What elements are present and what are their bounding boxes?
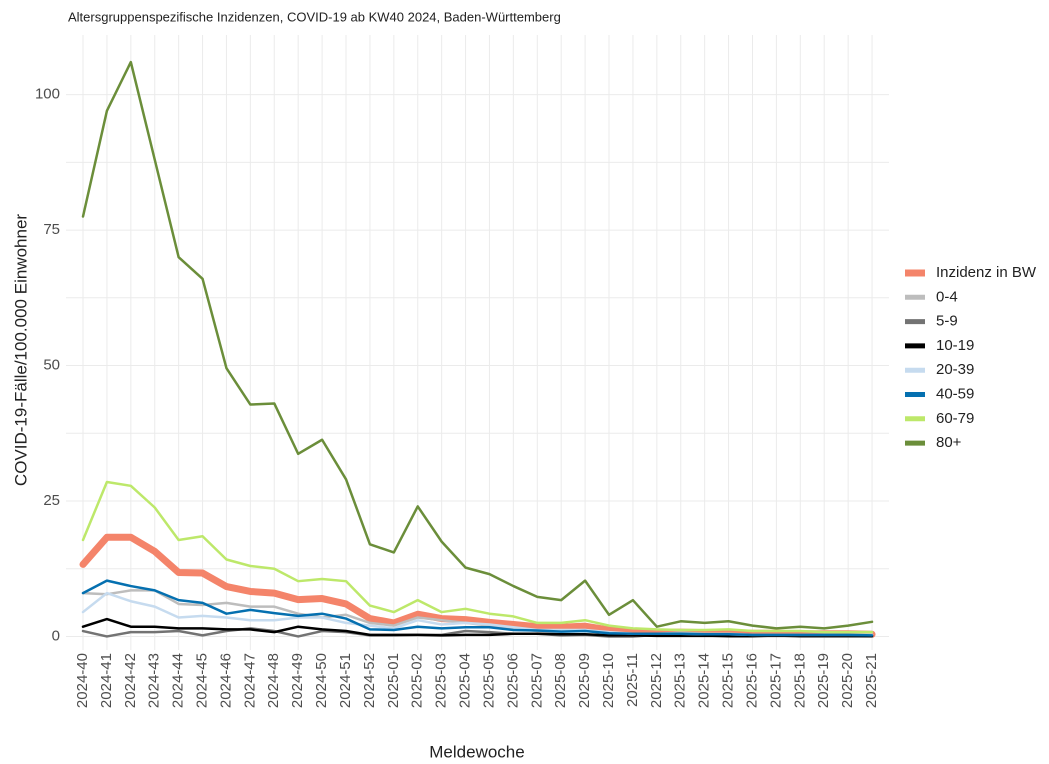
x-tick-label: 2024-52 [361,653,378,708]
x-tick-label: 2025-04 [457,653,474,708]
legend-label: 10-19 [936,337,974,354]
legend: Inzidenz in BW 0-4 5-9 10-19 20-39 40-59 60-79… [905,264,1037,451]
series-line [81,60,874,630]
x-tick-label: 2025-09 [576,653,593,708]
legend-label: 60-79 [936,410,974,427]
x-tick-label: 2025-14 [696,653,713,708]
legend-label: 80+ [936,434,962,451]
x-tick-label: 2025-01 [385,653,402,708]
x-tick-label: 2025-02 [409,653,426,708]
x-tick-label: 2025-12 [648,653,665,708]
x-tick-label: 2024-42 [122,653,139,708]
x-tick-label: 2025-07 [528,653,545,708]
x-tick-label: 2025-08 [552,653,569,708]
lines [79,60,876,638]
y-axis-title: COVID-19-Fälle/100.000 Einwohner [11,214,30,486]
x-tick-label: 2025-20 [839,653,856,708]
x-tick-label: 2024-41 [98,653,115,708]
x-tick-label: 2025-05 [480,653,497,708]
series-line [81,480,874,634]
x-tick-label: 2025-17 [767,653,784,708]
legend-label: 40-59 [936,385,974,402]
legend-label: 20-39 [936,361,974,378]
x-tick-label: 2024-47 [241,653,258,708]
series-line [81,579,874,637]
x-tick-label: 2025-15 [720,653,737,708]
x-tick-label: 2024-51 [337,653,354,708]
x-tick-label: 2025-19 [815,653,832,708]
x-tick-label: 2025-11 [624,653,641,707]
x-tick-label: 2024-43 [146,653,163,708]
grid [66,35,889,650]
x-tick-label: 2025-03 [433,653,450,708]
x-axis-title: Meldewoche [429,742,524,761]
series-line [79,533,876,638]
x-tick-label: 2025-16 [743,653,760,708]
y-tick-label: 50 [43,356,60,373]
x-tick-label: 2024-46 [217,653,234,708]
legend-label: Inzidenz in BW [936,264,1037,281]
y-tick-label: 75 [43,221,60,238]
y-tick-label: 0 [52,627,60,644]
x-tick-label: 2025-10 [600,653,617,708]
y-tick-label: 25 [43,492,60,509]
legend-label: 0-4 [936,288,958,305]
x-tick-label: 2024-48 [265,653,282,708]
x-tick-label: 2025-21 [863,653,880,708]
x-tick-label: 2025-06 [504,653,521,708]
series-line [81,617,874,638]
x-tick-label: 2024-50 [313,653,330,708]
x-tick-label: 2025-13 [672,653,689,708]
x-tick-label: 2024-49 [289,653,306,708]
y-tick-label: 100 [35,86,60,103]
chart-title: Altersgruppenspezifische Inzidenzen, COV… [68,9,561,24]
x-tick-label: 2024-40 [74,653,91,708]
x-tick-label: 2025-18 [791,653,808,708]
x-tick-label: 2024-44 [170,653,187,708]
legend-label: 5-9 [936,313,958,330]
x-tick-label: 2024-45 [194,653,211,708]
